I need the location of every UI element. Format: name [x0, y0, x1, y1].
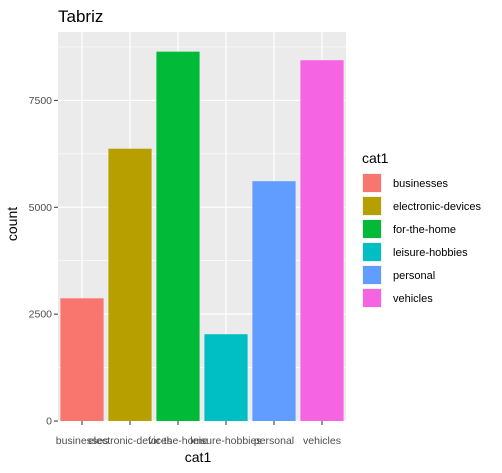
legend-label: vehicles — [393, 293, 433, 305]
legend-swatch-for-the-home — [363, 220, 381, 238]
legend-swatch-personal — [363, 266, 381, 284]
bar-vehicles — [300, 60, 344, 421]
legend-label: businesses — [393, 178, 449, 190]
legend-swatch-leisure-hobbies — [363, 243, 381, 261]
x-tick-label: electronic-devices — [88, 435, 172, 447]
legend-title: cat1 — [362, 150, 389, 166]
y-axis-title: count — [4, 207, 20, 241]
x-tick-label: leisure-hobbies — [190, 435, 261, 447]
bars — [60, 51, 344, 422]
bar-leisure-hobbies — [204, 334, 248, 421]
legend-swatch-electronic-devices — [363, 197, 381, 215]
legend-swatch-vehicles — [363, 289, 381, 307]
y-tick-label: 7500 — [29, 95, 53, 107]
x-tick-label: for-the-home — [148, 435, 208, 447]
chart-title: Tabriz — [58, 7, 103, 26]
x-tick-label: vehicles — [303, 435, 341, 447]
y-tick-label: 2500 — [29, 309, 53, 321]
legend-label: for-the-home — [393, 224, 456, 236]
legend-label: leisure-hobbies — [393, 247, 468, 259]
bar-personal — [252, 181, 296, 421]
y-axis: 0 2500 5000 7500 — [29, 95, 58, 428]
x-axis-title: cat1 — [185, 449, 212, 465]
legend-swatch-businesses — [363, 174, 381, 192]
legend-label: personal — [393, 270, 435, 282]
bar-for-the-home — [156, 51, 200, 422]
plot-panel — [58, 32, 346, 421]
bar-businesses — [60, 298, 104, 421]
y-tick-label: 5000 — [29, 202, 53, 214]
x-tick-label: businesses — [56, 435, 109, 447]
legend: cat1 businesses electronic-devices for-the… — [362, 150, 482, 308]
x-tick-label: personal — [254, 435, 294, 447]
x-axis: businesseselectronic-devicesfor-the-home… — [56, 421, 341, 447]
bar-electronic-devices — [108, 148, 152, 421]
legend-label: electronic-devices — [393, 201, 482, 213]
y-tick-label: 0 — [46, 416, 52, 428]
